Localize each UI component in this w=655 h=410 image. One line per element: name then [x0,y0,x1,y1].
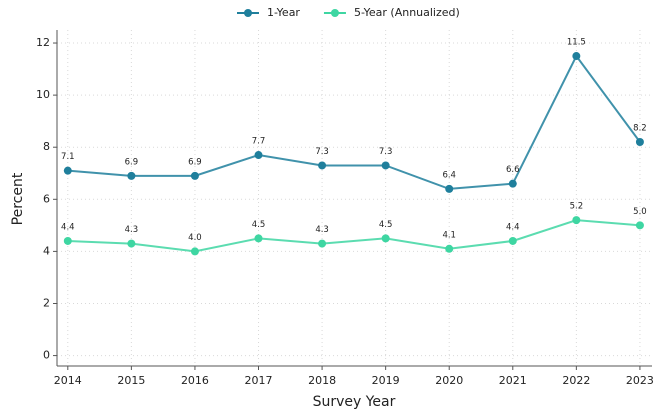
y-tick-label: 0 [43,349,50,362]
point [508,179,517,188]
data-label: 4.1 [442,230,456,240]
x-tick-label: 2017 [245,374,273,387]
y-tick-label: 10 [36,88,50,101]
point [572,216,581,225]
point [190,171,199,180]
data-label: 4.5 [252,220,266,230]
point [254,151,263,160]
data-label: 5.2 [570,202,584,212]
x-tick-label: 2020 [435,374,463,387]
point [254,234,263,243]
data-label: 4.0 [188,233,202,243]
x-tick-label: 2019 [372,374,400,387]
data-label: 7.3 [315,147,329,157]
y-tick-label: 6 [43,192,50,205]
point [127,239,136,248]
point [572,52,581,61]
point [381,234,390,243]
data-label: 6.9 [188,157,202,167]
x-tick-label: 2014 [54,374,82,387]
data-label: 6.4 [442,170,456,180]
data-label: 4.3 [125,225,139,235]
data-label: 6.9 [125,157,139,167]
data-label: 8.2 [633,124,647,134]
x-tick-label: 2022 [562,374,590,387]
y-tick-label: 8 [43,140,50,153]
series-line [67,54,641,190]
data-label: 11.5 [567,38,586,48]
legend-label: 1-Year [267,6,300,19]
data-label: 7.7 [252,137,266,147]
series-line [67,219,641,253]
point [508,236,517,245]
point [318,239,327,248]
x-axis-label: Survey Year [313,394,396,410]
data-label: 7.3 [379,147,393,157]
point [635,138,644,146]
data-label: 4.4 [506,222,520,232]
x-tick-label: 2016 [181,374,209,387]
point [318,161,327,170]
x-tick-label: 2015 [117,374,145,387]
point [381,161,390,170]
y-tick-label: 2 [43,296,50,309]
data-label: 7.1 [61,152,75,162]
point [445,184,454,193]
data-label: 4.5 [379,220,393,230]
point [63,236,72,245]
x-tick-label: 2021 [499,374,527,387]
point [190,247,199,256]
point [635,221,644,230]
y-axis-label: Percent [10,172,26,225]
point [63,166,72,175]
legend-marker [244,9,252,17]
y-tick-label: 4 [43,244,50,257]
data-label: 4.4 [61,222,75,232]
data-label: 5.0 [633,207,647,217]
x-tick-label: 2023 [626,374,654,387]
x-tick-label: 2018 [308,374,336,387]
legend-marker [330,9,339,17]
point [127,171,136,180]
data-label: 6.6 [506,165,520,175]
legend-label: 5-Year (Annualized) [354,6,460,19]
data-label: 4.3 [315,225,329,235]
point [445,244,454,253]
y-tick-label: 12 [36,36,50,49]
